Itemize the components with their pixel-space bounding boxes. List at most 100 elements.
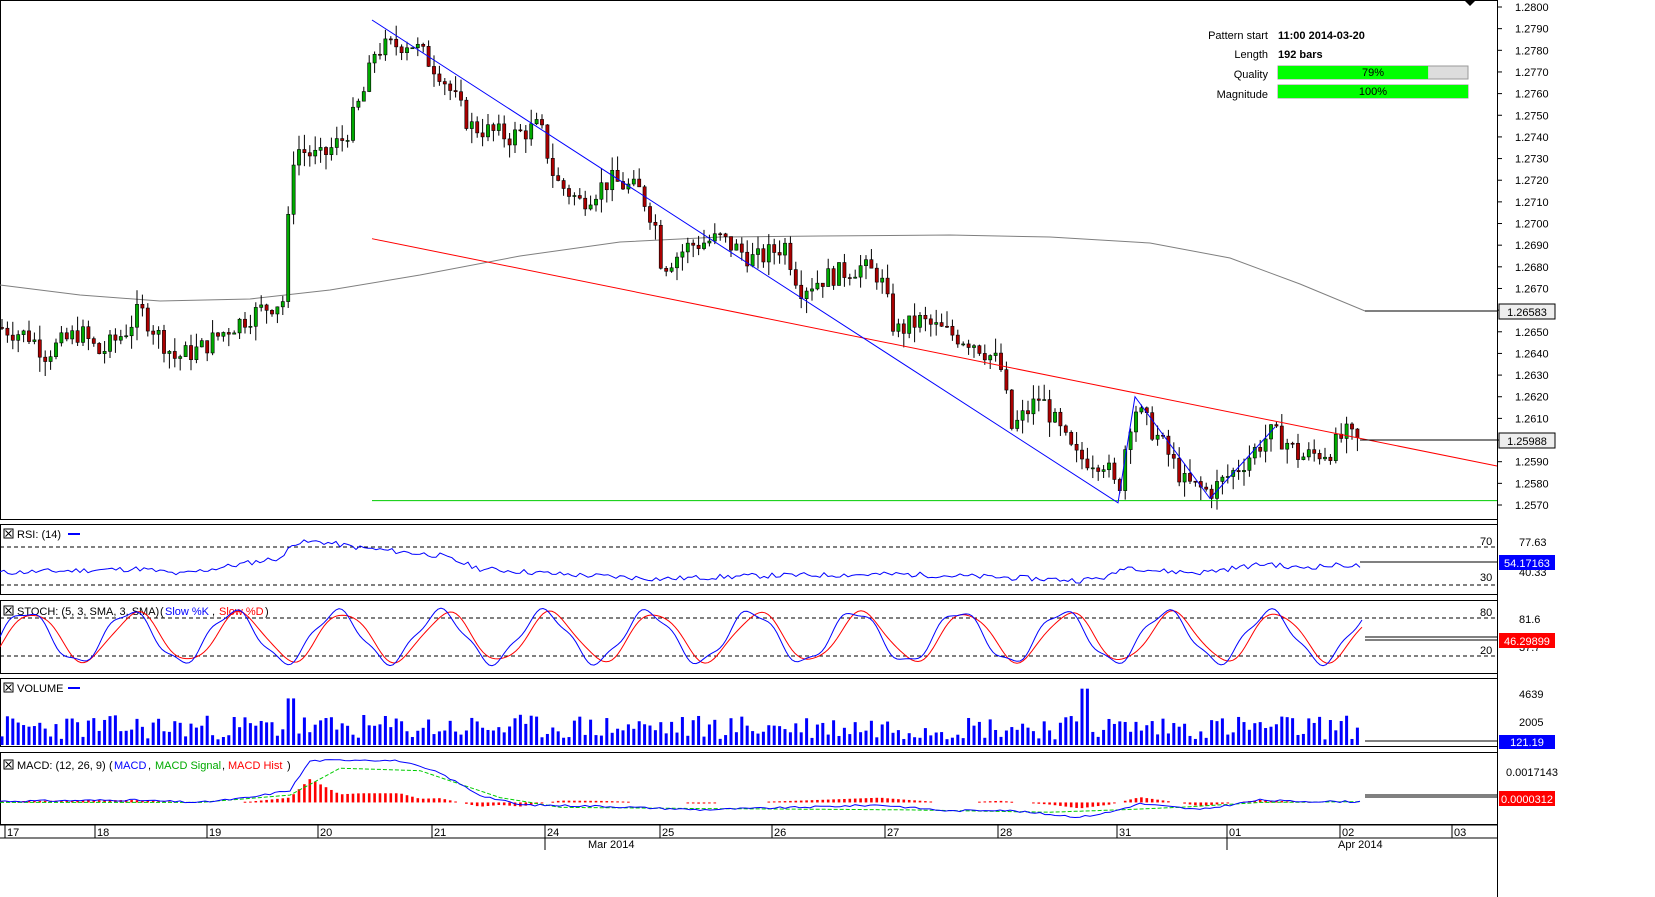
volume-bar [297, 733, 301, 745]
bear-candle [113, 334, 118, 341]
candlesticks [0, 25, 1360, 510]
macd-hist-bar [789, 800, 792, 803]
volume-bar [1096, 736, 1100, 745]
volume-bar [788, 732, 792, 745]
bull-candle [253, 307, 258, 327]
volume-bar [1301, 733, 1305, 745]
volume-bar [664, 733, 668, 745]
bull-candle [513, 129, 517, 146]
volume-bar [1091, 731, 1095, 745]
macd-hist-bar [778, 801, 781, 803]
bear-candle [723, 233, 728, 237]
macd-hist-bar [1183, 802, 1186, 804]
macd-hist-bar [335, 792, 339, 803]
macd-hist-bar [1269, 800, 1273, 803]
bull-candle [178, 356, 183, 359]
macd-hist-bar [621, 801, 625, 803]
volume-bar [140, 726, 144, 745]
macd-value-label [1499, 791, 1555, 806]
macd-hist-bar [1210, 802, 1213, 805]
volume-bar [1075, 721, 1079, 745]
volume-bar [378, 724, 382, 745]
macd-hist-bar [1156, 799, 1159, 803]
bear-candle [912, 315, 917, 328]
bear-candle [448, 83, 453, 91]
macd-hist-name: MACD Hist [228, 760, 282, 772]
macd-hist-bar [502, 802, 506, 806]
bear-candle [243, 318, 247, 328]
macd-hist-bar [713, 802, 717, 804]
macd-hist-bar [135, 800, 139, 803]
bear-candle [378, 53, 382, 56]
bull-candle [81, 326, 85, 343]
stoch-paren-open: ( [160, 606, 164, 618]
volume-bar [491, 730, 495, 745]
volume-bar [821, 722, 825, 745]
bear-candle [955, 334, 960, 345]
volume-bar [178, 722, 182, 745]
volume-bar [902, 738, 906, 745]
volume-bar [49, 736, 53, 745]
price-tick-label: 1.2690 [1515, 240, 1549, 252]
macd-hist-bar [454, 801, 457, 803]
volume-bar [1139, 730, 1143, 745]
macd-hist-bar [594, 800, 598, 803]
bull-candle [129, 326, 134, 337]
volume-bar [740, 716, 744, 745]
macd-hist-bar [308, 779, 312, 803]
macd-hist-bar [880, 797, 884, 803]
volume-bar [643, 724, 647, 745]
bear-candle [216, 332, 220, 337]
macd-hist-bar [373, 793, 376, 803]
price-tick-label: 1.2640 [1515, 348, 1549, 360]
volume-bar [1042, 721, 1046, 745]
bull-candle [712, 233, 717, 242]
volume-bar [400, 721, 404, 745]
quality-label: Quality [1234, 69, 1269, 81]
macd-hist-bar [481, 802, 484, 807]
bear-candle [270, 310, 274, 315]
macd-hist-bar [929, 801, 933, 803]
day-tick-label: 20 [320, 827, 332, 839]
bear-candle [1193, 480, 1198, 483]
volume-bar [599, 735, 603, 745]
volume-bar [448, 720, 452, 745]
bull-candle [702, 242, 706, 249]
volume-bar [92, 718, 96, 745]
volume-bar [1112, 723, 1116, 745]
volume-bar [508, 726, 512, 745]
length-value: 192 bars [1278, 49, 1323, 61]
macd-hist-bar [249, 801, 252, 803]
bull-candle [351, 106, 355, 141]
bull-candle [16, 334, 21, 341]
bull-candle [1015, 419, 1020, 429]
volume-bar [718, 738, 722, 745]
volume-bar [1253, 723, 1257, 745]
macd-hist-bar [1113, 802, 1116, 804]
volume-bar [65, 718, 69, 745]
macd-hist-bar [394, 793, 398, 803]
scroll-arrow-icon[interactable] [1464, 0, 1476, 6]
macd-hist-bar [1005, 801, 1008, 803]
bull-candle [864, 259, 868, 267]
bear-candle [653, 221, 658, 226]
bear-candle [226, 332, 231, 335]
bull-candle [1247, 457, 1252, 471]
bear-candle [75, 330, 80, 343]
bull-candle [1285, 442, 1290, 450]
macd-hist-bar [346, 793, 349, 803]
bear-candle [1080, 449, 1084, 460]
volume-bar [540, 737, 544, 745]
volume-bar [238, 727, 242, 745]
macd-hist-bar [103, 800, 106, 803]
volume-bar [200, 725, 204, 745]
volume-bar [1031, 731, 1035, 745]
volume-bar [1237, 716, 1241, 745]
volume-title: VOLUME [17, 683, 63, 695]
volume-bar [1026, 727, 1030, 745]
macd-hist-bar [832, 799, 835, 803]
volume-bar [707, 724, 711, 745]
macd-hist-bar [151, 800, 155, 803]
bull-candle [1090, 467, 1095, 470]
bear-candle [1312, 449, 1317, 454]
